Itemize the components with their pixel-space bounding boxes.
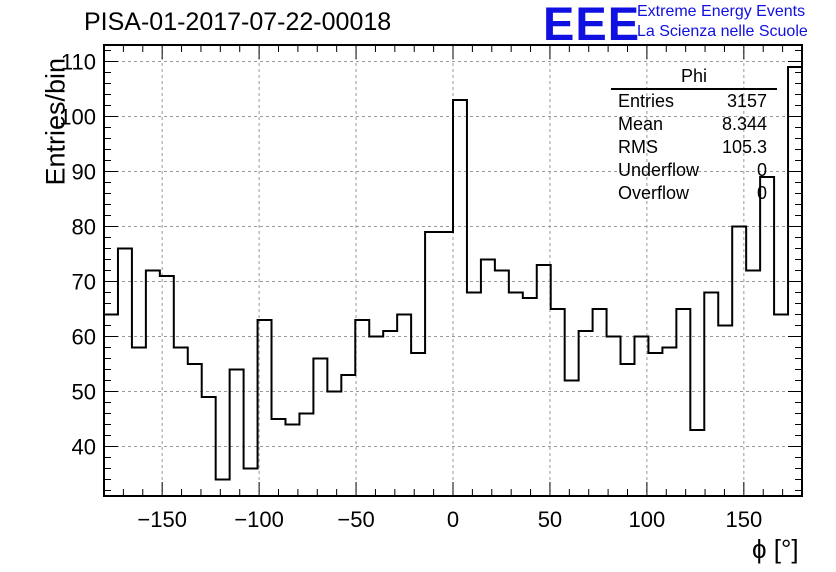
chart-title: PISA-01-2017-07-22-00018 (84, 8, 392, 36)
x-axis-label: ϕ [°] (752, 534, 799, 564)
stats-value: 3157 (726, 91, 767, 111)
x-tick-label: −50 (337, 507, 374, 532)
eee-logo: EEE (543, 0, 641, 50)
logo-text-line2: La Scienza nelle Scuole (637, 23, 808, 40)
y-tick-label: 80 (72, 215, 96, 240)
stats-row-rms: RMS 105.3 (611, 136, 777, 159)
y-tick-label: 60 (72, 325, 96, 350)
x-tick-label: 0 (447, 507, 459, 532)
stats-row-mean: Mean 8.344 (611, 113, 777, 136)
x-tick-label: −150 (137, 507, 187, 532)
stats-label: Entries (618, 91, 675, 111)
stats-value: 0 (756, 183, 767, 203)
y-tick-label: 100 (59, 105, 96, 130)
stats-label: RMS (618, 137, 658, 157)
logo-text-line1: Extreme Energy Events (637, 3, 806, 20)
stats-box: Phi Entries 3157 Mean 8.344 RMS 105.3 Under… (611, 66, 777, 205)
stats-value: 8.344 (721, 114, 767, 134)
y-tick-label: 70 (72, 270, 96, 295)
stats-title: Phi (611, 66, 777, 90)
x-tick-label: 150 (725, 507, 762, 532)
y-tick-label: 110 (61, 50, 96, 75)
stats-label: Mean (618, 114, 664, 134)
x-tick-label: −100 (234, 507, 284, 532)
y-tick-label: 90 (72, 160, 96, 185)
stats-value: 0 (756, 160, 767, 180)
x-tick-label: 50 (538, 507, 562, 532)
y-tick-label: 40 (72, 435, 96, 460)
stats-label: Underflow (618, 160, 700, 180)
x-tick-label: 100 (629, 507, 666, 532)
stats-value: 105.3 (721, 137, 767, 157)
stats-label: Overflow (618, 183, 690, 203)
y-tick-label: 50 (72, 380, 96, 405)
stats-row-overflow: Overflow 0 (611, 182, 777, 205)
histogram-series (104, 66, 802, 481)
stats-row-underflow: Underflow 0 (611, 159, 777, 182)
stats-row-entries: Entries 3157 (611, 90, 777, 113)
